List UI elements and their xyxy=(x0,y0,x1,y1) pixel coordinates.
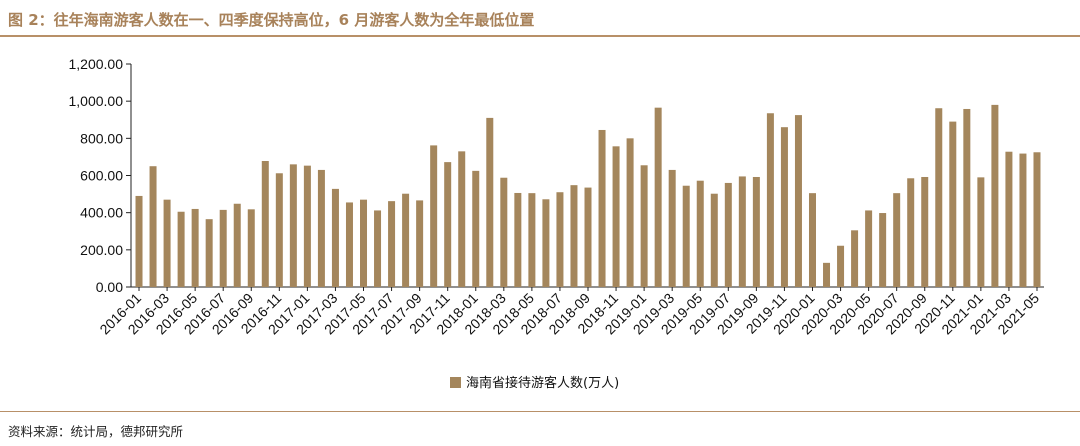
bar xyxy=(345,202,353,287)
legend-swatch xyxy=(450,377,461,388)
bar xyxy=(654,107,662,287)
bar xyxy=(710,193,718,287)
bar xyxy=(921,176,929,287)
bar xyxy=(219,209,227,287)
figure-title: 图 2：往年海南游客人数在一、四季度保持高位，6 月游客人数为全年最低位置 xyxy=(8,11,535,29)
bar xyxy=(430,145,438,287)
bar xyxy=(205,219,213,287)
bar xyxy=(724,182,732,287)
bar xyxy=(612,146,620,287)
bar xyxy=(907,178,915,287)
bar xyxy=(486,117,494,288)
bar xyxy=(556,192,564,287)
bar xyxy=(191,208,199,287)
bar xyxy=(949,121,957,287)
bar xyxy=(808,193,816,287)
y-tick-label: 0.00 xyxy=(96,279,123,295)
bar xyxy=(935,108,943,287)
y-tick-label: 1,000.00 xyxy=(69,93,124,109)
bar-chart: 0.00 200.00 400.00 600.00 800.00 1,000.00 1,20… xyxy=(69,56,1044,391)
bar-series xyxy=(135,104,1041,288)
bar xyxy=(570,185,578,287)
y-axis: 0.00 200.00 400.00 600.00 800.00 1,000.00 1,20… xyxy=(69,56,132,295)
bar xyxy=(472,170,480,287)
bar xyxy=(1019,153,1027,287)
bar xyxy=(360,199,368,287)
bar xyxy=(275,173,283,287)
y-tick-label: 1,200.00 xyxy=(69,56,124,72)
header-divider xyxy=(0,35,1080,37)
bar xyxy=(177,211,185,287)
bar xyxy=(458,151,466,287)
bar xyxy=(233,203,241,287)
bar xyxy=(626,138,634,287)
bar xyxy=(879,213,887,287)
bar xyxy=(402,193,410,287)
x-axis: 2016-012016-032016-052016-072016-092016-… xyxy=(96,286,1044,337)
bar xyxy=(752,176,760,287)
bar xyxy=(542,199,550,287)
bar xyxy=(584,187,592,287)
bar xyxy=(163,199,171,287)
bar xyxy=(289,164,297,287)
bar xyxy=(303,165,311,287)
bar xyxy=(261,161,269,287)
bar xyxy=(247,209,255,287)
bar xyxy=(682,185,690,287)
bar xyxy=(865,210,873,287)
source-note: 资料来源：统计局，德邦研究所 xyxy=(8,424,184,439)
bar xyxy=(135,195,143,287)
bar xyxy=(640,165,648,287)
bar xyxy=(374,210,382,287)
bar xyxy=(1033,152,1041,287)
bar xyxy=(794,115,802,288)
y-tick-label: 400.00 xyxy=(80,205,123,221)
bar xyxy=(766,113,774,287)
bar xyxy=(893,193,901,287)
bar xyxy=(1005,151,1013,287)
bar xyxy=(416,200,424,287)
bar xyxy=(963,108,971,287)
bar xyxy=(991,104,999,287)
bar xyxy=(317,169,325,287)
bar xyxy=(780,127,788,287)
y-tick-label: 200.00 xyxy=(80,242,123,258)
y-tick-label: 600.00 xyxy=(80,168,123,184)
bar xyxy=(528,193,536,287)
bar xyxy=(823,262,831,287)
bar xyxy=(331,188,339,287)
y-tick-label: 800.00 xyxy=(80,130,123,146)
bar xyxy=(500,177,508,287)
bar xyxy=(149,166,157,287)
bar xyxy=(837,245,845,287)
footer-divider xyxy=(0,411,1080,412)
bar xyxy=(851,230,859,287)
legend-label: 海南省接待游客人数(万人) xyxy=(466,375,619,391)
bar xyxy=(388,201,396,287)
bar xyxy=(977,177,985,287)
legend: 海南省接待游客人数(万人) xyxy=(450,375,619,391)
bar xyxy=(444,162,452,287)
bar xyxy=(696,180,704,287)
bar xyxy=(514,192,522,287)
bar xyxy=(738,176,746,287)
bar xyxy=(668,169,676,287)
bar xyxy=(598,129,606,287)
